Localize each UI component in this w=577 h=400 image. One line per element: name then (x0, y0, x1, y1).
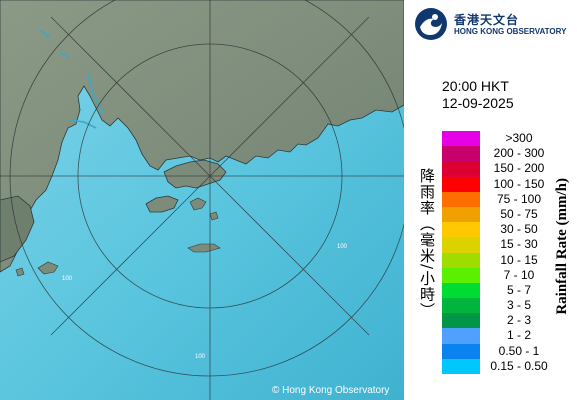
legend-swatch (442, 313, 480, 329)
logo-name-en: HONG KONG OBSERVATORY (454, 27, 567, 36)
legend-swatch (442, 282, 480, 299)
legend-swatch (442, 131, 480, 147)
range-label: 100 (195, 354, 206, 360)
legend-label: 30 - 50 (500, 222, 538, 237)
range-labels: 100 100 100 (62, 244, 348, 360)
radar-map-image: 100 100 100 (0, 0, 404, 400)
legend-swatch (442, 222, 480, 238)
legend-label: 5 - 7 (506, 282, 531, 297)
legend-item: 3 - 5 (442, 298, 577, 314)
logo-name-zh: 香港天文台 (454, 13, 520, 27)
legend-label: 15 - 30 (500, 237, 538, 252)
legend-swatch (442, 146, 480, 162)
legend-swatch (442, 206, 480, 223)
legend-label: 0.50 - 1 (498, 343, 540, 358)
legend-item: 150 - 200 (442, 161, 577, 177)
legend-swatch (442, 161, 480, 177)
legend-item: 0.50 - 1 (442, 343, 577, 359)
radar-map: 100 100 100 © Hong Kong Observatory (0, 0, 404, 400)
legend-title-zh: 降雨率（毫米/小時） (418, 168, 436, 319)
legend-swatch (442, 328, 480, 344)
legend-item: 30 - 50 (442, 222, 577, 238)
range-label: 100 (337, 244, 348, 250)
legend-item: 50 - 75 (442, 206, 577, 223)
legend-label: 10 - 15 (500, 252, 538, 267)
legend-item: 2 - 3 (442, 313, 577, 329)
legend-label: 2 - 3 (506, 313, 531, 328)
lantau-island (145, 195, 179, 213)
legend-item: 200 - 300 (442, 146, 577, 162)
legend-item: 0.15 - 0.50 (442, 358, 577, 374)
radar-range-rings (0, 0, 404, 400)
legend-label: 0.15 - 0.50 (490, 358, 548, 373)
legend-item: 15 - 30 (442, 237, 577, 253)
legend-item: 10 - 15 (442, 252, 577, 268)
legend-swatch (442, 191, 480, 207)
legend-item: 75 - 100 (442, 191, 577, 207)
range-label: 100 (62, 276, 73, 282)
legend-title-en: Rainfall Rate (mm/h) (554, 178, 570, 315)
legend-label: 75 - 100 (496, 191, 542, 206)
legend-item: 5 - 7 (442, 282, 577, 299)
legend-label: 200 - 300 (493, 146, 545, 161)
legend-label: 100 - 150 (493, 176, 545, 191)
legend-swatch (442, 176, 480, 192)
legend-swatch (442, 237, 480, 253)
rivers (39, 29, 105, 129)
legend-item: >300 (442, 131, 577, 147)
rainfall-legend: >300 200 - 300 150 - 200 100 - 150 75 - 100 5… (442, 131, 577, 374)
legend-item: 7 - 10 (442, 267, 577, 283)
hko-logo-icon (415, 8, 447, 40)
legend-item: 100 - 150 (442, 176, 577, 192)
legend-swatch (442, 358, 480, 374)
mainland (0, 0, 404, 273)
islands (15, 197, 221, 277)
legend-label: 50 - 75 (500, 206, 538, 221)
hk-island (163, 159, 227, 189)
copyright-text: © Hong Kong Observatory (272, 385, 390, 396)
observation-time: 20:00 HKT (442, 78, 509, 94)
legend-label: 7 - 10 (503, 267, 535, 282)
legend-label: 1 - 2 (506, 328, 531, 343)
info-panel: 香港天文台 HONG KONG OBSERVATORY 20:00 HKT 12… (404, 0, 577, 400)
legend-label: 150 - 200 (493, 161, 545, 176)
hko-logo: 香港天文台 HONG KONG OBSERVATORY (414, 7, 574, 41)
observation-date: 12-09-2025 (442, 95, 514, 111)
legend-swatch (442, 343, 480, 359)
legend-swatch (442, 252, 480, 268)
legend-swatch (442, 267, 480, 283)
legend-label: 3 - 5 (506, 298, 531, 313)
legend-label: >300 (505, 131, 533, 145)
legend-swatch (442, 298, 480, 314)
legend-item: 1 - 2 (442, 328, 577, 344)
